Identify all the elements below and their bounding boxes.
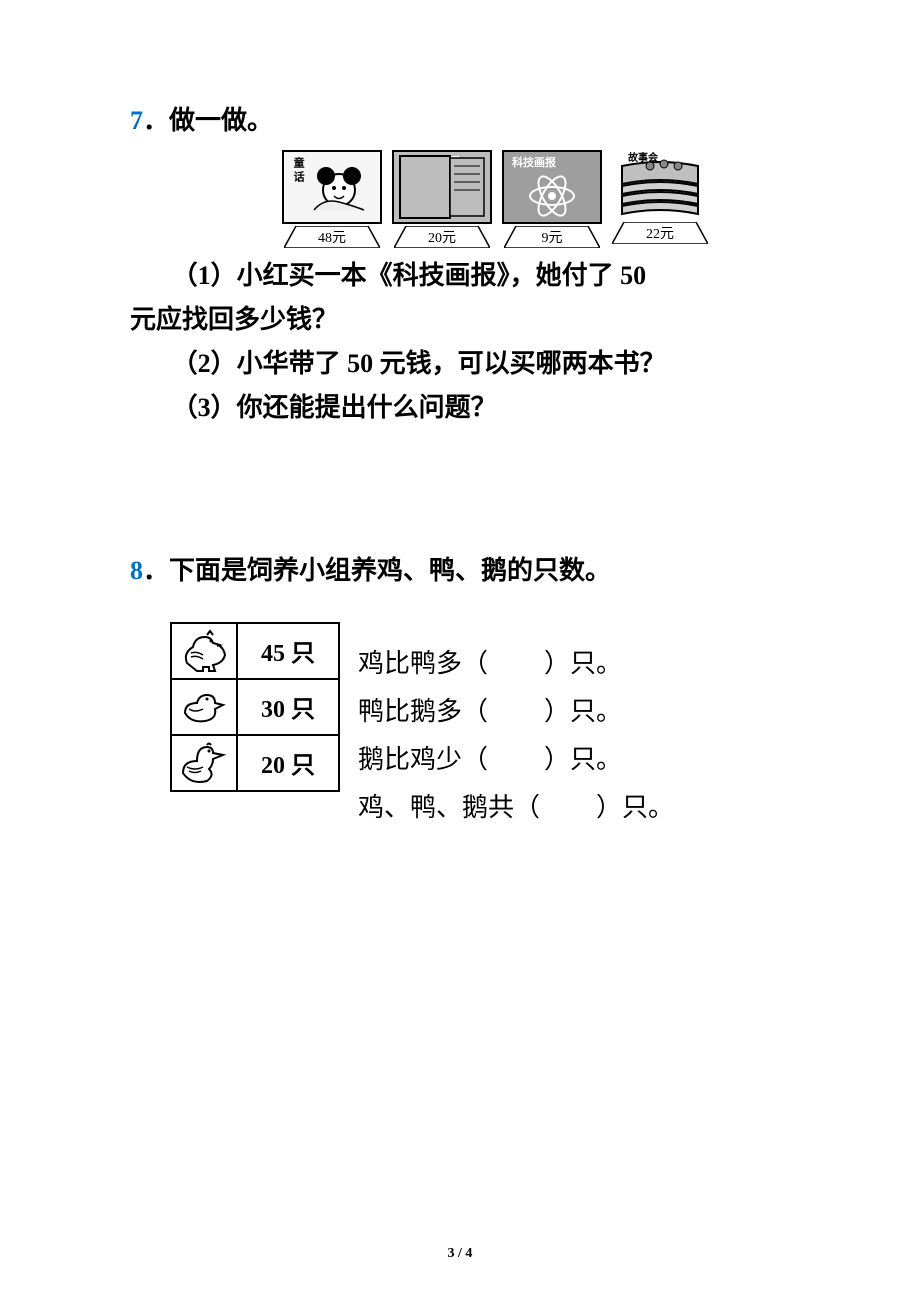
book-cover-4: 故事会 [612, 150, 708, 220]
price-text-3: 9元 [504, 226, 600, 248]
blank-line-4: 鸡、鸭、鹅共（ ）只。 [358, 784, 674, 832]
table-row: 20 只 [171, 735, 339, 791]
q7-sub3: （3）你还能提出什么问题？ [130, 386, 800, 430]
b3-pre: 鹅比鸡少（ [358, 745, 488, 774]
problem-8-body: 45 只 30 只 [170, 622, 800, 832]
duck-icon [177, 687, 231, 727]
chicken-count: 45 只 [237, 623, 339, 679]
page-number: 3 / 4 [0, 1246, 920, 1262]
problem-7-title: ．做一做。 [143, 106, 273, 135]
goose-count: 20 只 [237, 735, 339, 791]
book-cover-1: 童 话 [282, 150, 382, 224]
b1-gap [488, 649, 544, 678]
chicken-icon-cell [171, 623, 237, 679]
problem-8-title: ．下面是饲养小组养鸡、鸭、鹅的只数。 [143, 556, 611, 585]
problem-7: 7．做一做。 童 话 [130, 100, 800, 430]
problem-7-number: 7 [130, 106, 143, 135]
book-cover-3: 科技画报 [502, 150, 602, 224]
book-item-3: 科技画报 9元 [502, 150, 602, 248]
b2-post: ）只。 [544, 697, 622, 726]
b2-gap [488, 697, 544, 726]
b4-gap [540, 793, 596, 822]
duck-count: 30 只 [237, 679, 339, 735]
price-plaque-4: 22元 [612, 222, 708, 244]
q7-sub1-line1: （1）小红买一本《科技画报》，她付了 50 [130, 254, 800, 298]
price-text-4: 22元 [612, 222, 708, 244]
price-text-1: 48元 [284, 226, 380, 248]
problem-8-number: 8 [130, 556, 143, 585]
chicken-icon [177, 629, 231, 673]
b4-pre: 鸡、鸭、鹅共（ [358, 793, 540, 822]
book-item-1: 童 话 48元 [282, 150, 382, 248]
b3-gap [488, 745, 544, 774]
b2-pre: 鸭比鹅多（ [358, 697, 488, 726]
problem-7-subquestions: （1）小红买一本《科技画报》，她付了 50 元应找回多少钱？ （2）小华带了 5… [130, 254, 800, 431]
price-text-2: 20元 [394, 226, 490, 248]
q7-sub1-line2: 元应找回多少钱？ [130, 298, 800, 342]
book-cover-2: 趣味 数学 [392, 150, 492, 224]
atom-icon [504, 152, 600, 222]
q7-sub2: （2）小华带了 50 元钱，可以买哪两本书？ [130, 342, 800, 386]
goose-icon-cell [171, 735, 237, 791]
blank-line-1: 鸡比鸭多（ ）只。 [358, 640, 674, 688]
blank-line-3: 鹅比鸡少（ ）只。 [358, 736, 674, 784]
goose-icon [177, 741, 231, 785]
problem-7-header: 7．做一做。 [130, 100, 800, 142]
b1-post: ）只。 [544, 649, 622, 678]
book-item-2: 趣味 数学 20元 [392, 150, 492, 248]
book-item-4: 故事会 22元 [612, 150, 708, 248]
price-plaque-2: 20元 [394, 226, 490, 248]
problem-8-header: 8．下面是饲养小组养鸡、鸭、鹅的只数。 [130, 550, 800, 592]
price-plaque-3: 9元 [504, 226, 600, 248]
animal-count-table: 45 只 30 只 [170, 622, 340, 792]
worksheet-page: 7．做一做。 童 话 [0, 0, 920, 1302]
b1-pre: 鸡比鸭多（ [358, 649, 488, 678]
blank-line-2: 鸭比鹅多（ ）只。 [358, 688, 674, 736]
fill-blank-lines: 鸡比鸭多（ ）只。 鸭比鹅多（ ）只。 鹅比鸡少（ ）只。 鸡、鸭、鹅共（ ）只… [358, 640, 674, 832]
math-book-icon [394, 152, 490, 222]
b3-post: ）只。 [544, 745, 622, 774]
mouse-icon [284, 152, 380, 222]
table-row: 30 只 [171, 679, 339, 735]
table-row: 45 只 [171, 623, 339, 679]
b4-post: ）只。 [596, 793, 674, 822]
problem-8: 8．下面是饲养小组养鸡、鸭、鹅的只数。 45 只 [130, 550, 800, 832]
price-plaque-1: 48元 [284, 226, 380, 248]
book-label-4: 故事会 [626, 152, 660, 165]
books-row: 童 话 48元 [190, 150, 800, 248]
duck-icon-cell [171, 679, 237, 735]
